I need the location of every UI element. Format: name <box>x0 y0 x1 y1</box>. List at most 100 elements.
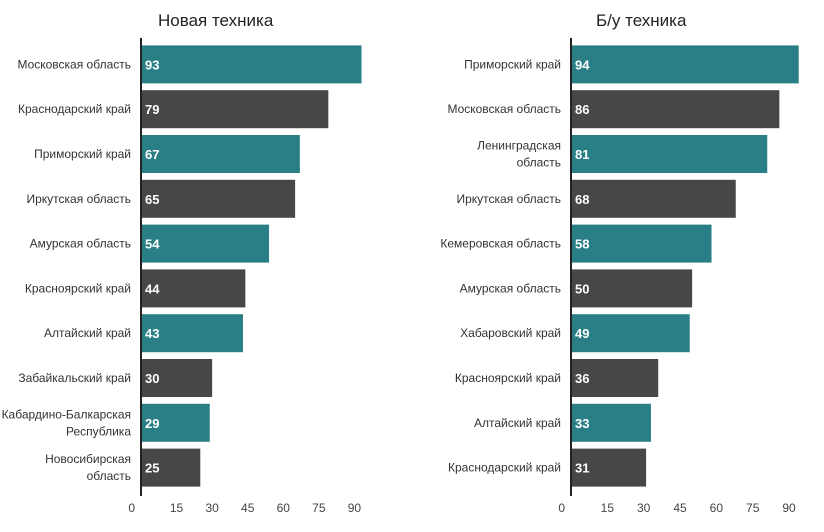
bar <box>141 135 300 173</box>
data-label: 29 <box>145 416 159 431</box>
category-label: Краснодарский край <box>448 461 561 475</box>
category-label: Краснодарский край <box>18 102 131 116</box>
category-label: Приморский край <box>464 57 561 71</box>
bar <box>141 224 270 263</box>
data-label: 65 <box>145 192 159 207</box>
x-tick-label: 90 <box>348 501 362 515</box>
bar <box>571 448 647 487</box>
category-label-line: Алтайский край <box>474 416 561 430</box>
bar <box>571 90 780 129</box>
category-label: Алтайский край <box>474 416 561 430</box>
category-label-line: Московская область <box>17 57 131 71</box>
category-label-line: Алтайский край <box>44 326 131 340</box>
data-label: 36 <box>575 371 589 386</box>
data-label: 93 <box>145 57 159 72</box>
category-label: Новосибирская область <box>45 452 131 483</box>
category-label-line: Новосибирская <box>45 452 131 466</box>
bar <box>571 269 693 308</box>
category-label: Красноярский край <box>455 371 561 385</box>
category-label-line: Краснодарский край <box>448 461 561 475</box>
data-label: 49 <box>575 326 589 341</box>
bar <box>141 359 213 397</box>
chart-new-equipment: 93 Московская область 79 Краснодарский край… <box>2 38 362 515</box>
bar <box>141 314 243 353</box>
bar <box>571 359 659 397</box>
bar <box>141 90 329 129</box>
x-tick-label: 75 <box>746 501 760 515</box>
data-label: 50 <box>575 281 589 296</box>
category-label-line: Кемеровская область <box>440 237 561 251</box>
category-label: Московская область <box>447 102 561 116</box>
x-tick-label: 30 <box>637 501 651 515</box>
category-label-line: область <box>87 469 131 483</box>
category-label-line: Хабаровский край <box>460 326 561 340</box>
category-label: Ленинградская область <box>477 139 561 170</box>
category-label-line: область <box>517 156 561 170</box>
bar <box>141 403 210 442</box>
x-tick-label: 30 <box>205 501 219 515</box>
category-label-line: Забайкальский край <box>18 371 131 385</box>
data-label: 86 <box>575 102 589 117</box>
category-label: Иркутская область <box>27 192 132 206</box>
x-tick-label: 60 <box>710 501 724 515</box>
category-label: Кемеровская область <box>440 237 561 251</box>
x-tick-label: 45 <box>241 501 255 515</box>
data-label: 94 <box>575 57 590 72</box>
category-label: Красноярский край <box>25 281 131 295</box>
chart-used-equipment: 94 Приморский край 86 Московская область 81 Л… <box>440 38 799 515</box>
category-label: Приморский край <box>34 147 131 161</box>
bar <box>571 45 799 84</box>
bar <box>571 135 768 173</box>
category-label-line: Приморский край <box>34 147 131 161</box>
chart-title-used: Б/у техника <box>596 11 687 30</box>
x-tick-label: 0 <box>558 501 565 515</box>
category-label-line: Иркутская область <box>27 192 132 206</box>
category-label: Хабаровский край <box>460 326 561 340</box>
category-label-line: Краснодарский край <box>18 102 131 116</box>
data-label: 44 <box>145 281 160 296</box>
category-label-line: Московская область <box>447 102 561 116</box>
data-label: 68 <box>575 192 589 207</box>
data-label: 43 <box>145 326 159 341</box>
data-label: 58 <box>575 237 589 252</box>
data-label: 67 <box>145 147 159 162</box>
bar <box>141 448 201 487</box>
category-label: Амурская область <box>460 281 561 295</box>
bar <box>571 314 690 353</box>
data-label: 79 <box>145 102 159 117</box>
x-tick-label: 15 <box>601 501 615 515</box>
category-label: Амурская область <box>30 237 131 251</box>
category-label: Забайкальский край <box>18 371 131 385</box>
x-tick-label: 15 <box>170 501 184 515</box>
category-label-line: Кабардино-Балкарская <box>2 407 131 421</box>
category-label: Московская область <box>17 57 131 71</box>
category-label: Алтайский край <box>44 326 131 340</box>
bar <box>571 403 651 442</box>
x-tick-label: 0 <box>128 501 135 515</box>
category-label-line: Иркутская область <box>457 192 562 206</box>
bar <box>571 224 712 263</box>
x-tick-label: 60 <box>277 501 291 515</box>
category-label: Иркутская область <box>457 192 562 206</box>
category-label: Кабардино-Балкарская Республика <box>2 407 132 438</box>
category-label-line: Амурская область <box>30 237 131 251</box>
data-label: 30 <box>145 371 159 386</box>
bar <box>141 179 296 218</box>
data-label: 31 <box>575 461 589 476</box>
category-label-line: Ленинградская <box>477 139 561 153</box>
data-label: 54 <box>145 237 160 252</box>
chart-title-new: Новая техника <box>158 11 274 30</box>
x-tick-label: 45 <box>673 501 687 515</box>
category-label-line: Красноярский край <box>25 281 131 295</box>
category-label-line: Республика <box>66 424 131 438</box>
category-label-line: Амурская область <box>460 281 561 295</box>
category-label-line: Красноярский край <box>455 371 561 385</box>
data-label: 81 <box>575 147 589 162</box>
data-label: 33 <box>575 416 589 431</box>
bar <box>141 269 246 308</box>
bar <box>141 45 362 84</box>
category-label-line: Приморский край <box>464 57 561 71</box>
data-label: 25 <box>145 461 159 476</box>
x-tick-label: 75 <box>312 501 326 515</box>
